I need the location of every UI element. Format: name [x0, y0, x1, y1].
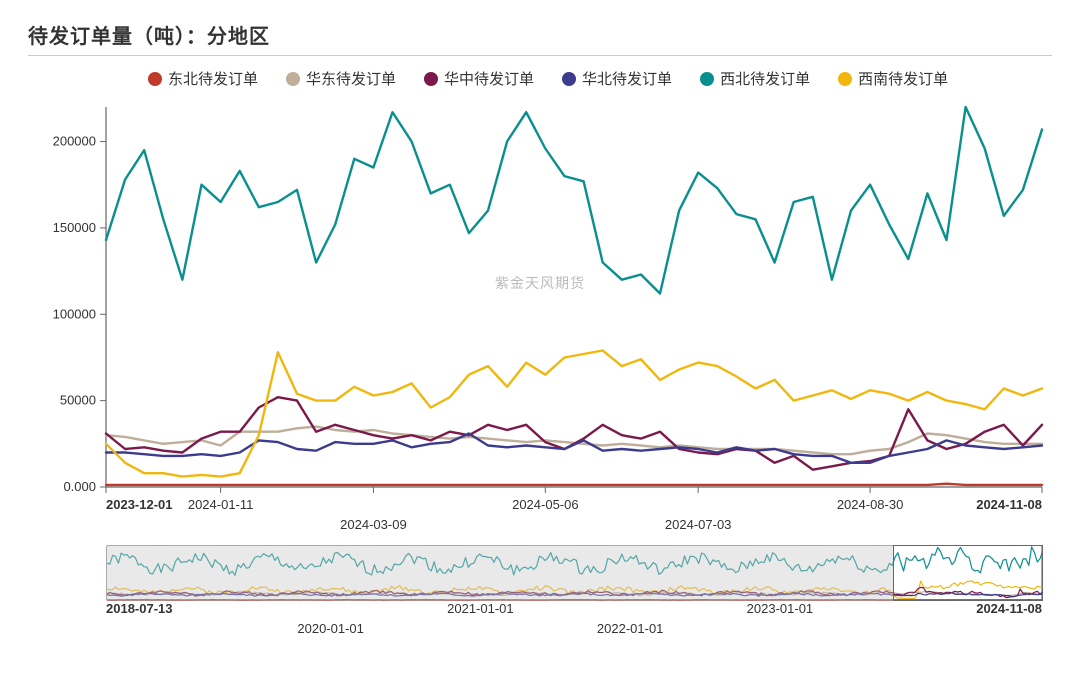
legend-label: 东北待发订单 [168, 68, 258, 89]
nav-tick-label: 2023-01-01 [747, 601, 814, 616]
x-tick-label: 2024-03-09 [340, 517, 407, 532]
legend-dot-icon [562, 72, 576, 86]
navigator[interactable]: 2018-07-13 2021-01-01 2023-01-01 2024-11-08… [28, 545, 1052, 643]
svg-text:200000: 200000 [53, 134, 96, 149]
x-tick-label: 2024-08-30 [837, 497, 904, 512]
navigator-window[interactable] [893, 545, 1043, 601]
legend-item[interactable]: 华北待发订单 [562, 68, 672, 89]
x-tick-label: 2024-11-08 [976, 497, 1042, 512]
x-tick-label: 2024-01-11 [188, 497, 254, 512]
legend-dot-icon [424, 72, 438, 86]
nav-tick-label: 2022-01-01 [597, 621, 664, 636]
nav-tick-label: 2018-07-13 [106, 601, 173, 616]
x-tick-label: 2023-12-01 [106, 497, 173, 512]
svg-text:100000: 100000 [53, 306, 96, 321]
legend-item[interactable]: 西南待发订单 [838, 68, 948, 89]
legend-item[interactable]: 东北待发订单 [148, 68, 258, 89]
nav-tick-label: 2020-01-01 [297, 621, 364, 636]
main-chart: 紫金天风期货 0.00050000100000150000200000 2023… [28, 97, 1052, 539]
svg-text:150000: 150000 [53, 220, 96, 235]
legend-dot-icon [286, 72, 300, 86]
navigator-chart[interactable] [106, 545, 1042, 601]
navigator-mask-left [107, 546, 893, 600]
legend: 东北待发订单 华东待发订单 华中待发订单 华北待发订单 西北待发订单 西南待发订单 [28, 56, 1052, 97]
main-chart-svg: 0.000 50000 100000 150000 200000 [28, 97, 1052, 497]
legend-item[interactable]: 西北待发订单 [700, 68, 810, 89]
legend-label: 华东待发订单 [306, 68, 396, 89]
nav-tick-label: 2024-11-08 [976, 601, 1042, 616]
legend-label: 华中待发订单 [444, 68, 534, 89]
chart-title: 待发订单量（吨）：分地区 [28, 20, 1052, 56]
legend-item[interactable]: 华中待发订单 [424, 68, 534, 89]
legend-label: 西南待发订单 [858, 68, 948, 89]
navigator-labels: 2018-07-13 2021-01-01 2023-01-01 2024-11-08… [106, 601, 1042, 643]
legend-label: 华北待发订单 [582, 68, 672, 89]
x-tick-label: 2024-07-03 [665, 517, 732, 532]
legend-dot-icon [148, 72, 162, 86]
x-axis-labels: 2023-12-01 2024-01-11 2024-05-06 2024-08-30… [28, 497, 1052, 539]
legend-dot-icon [838, 72, 852, 86]
svg-text:50000: 50000 [60, 393, 96, 408]
legend-dot-icon [700, 72, 714, 86]
legend-item[interactable]: 华东待发订单 [286, 68, 396, 89]
legend-label: 西北待发订单 [720, 68, 810, 89]
x-tick-label: 2024-05-06 [512, 497, 579, 512]
svg-text:0.000: 0.000 [63, 479, 96, 494]
nav-tick-label: 2021-01-01 [447, 601, 514, 616]
